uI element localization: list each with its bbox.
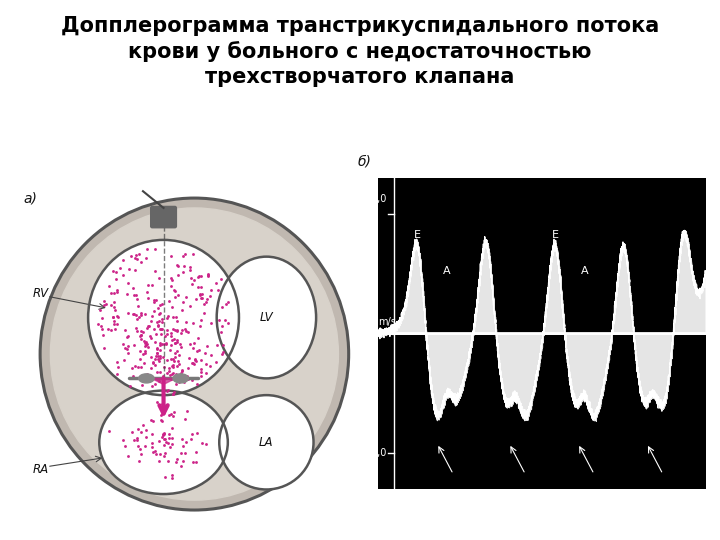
Polygon shape <box>151 379 176 384</box>
Text: E: E <box>414 230 420 240</box>
Text: LV: LV <box>260 311 273 324</box>
Text: б): б) <box>358 154 372 168</box>
Text: m/s: m/s <box>378 318 396 327</box>
Text: а): а) <box>23 191 37 205</box>
Ellipse shape <box>50 208 338 500</box>
FancyBboxPatch shape <box>150 206 176 228</box>
Ellipse shape <box>220 395 313 489</box>
Text: RV: RV <box>32 287 49 300</box>
Ellipse shape <box>217 256 316 379</box>
Ellipse shape <box>99 390 228 494</box>
Text: A: A <box>580 266 588 276</box>
Ellipse shape <box>40 198 348 510</box>
Text: LA: LA <box>259 436 274 449</box>
Text: Допплерограмма транстрикуспидального потока
крови у больного с недостаточностью
: Допплерограмма транстрикуспидального пот… <box>61 16 659 87</box>
Ellipse shape <box>139 374 154 383</box>
Text: RA: RA <box>32 463 49 476</box>
Text: A: A <box>443 266 451 276</box>
Text: 1,0: 1,0 <box>372 194 388 205</box>
Ellipse shape <box>173 374 189 383</box>
Text: 1,0: 1,0 <box>372 448 388 458</box>
Ellipse shape <box>88 240 239 395</box>
Text: E: E <box>552 230 559 240</box>
